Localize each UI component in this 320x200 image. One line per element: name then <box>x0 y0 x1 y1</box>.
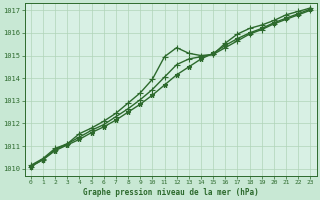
X-axis label: Graphe pression niveau de la mer (hPa): Graphe pression niveau de la mer (hPa) <box>83 188 259 197</box>
